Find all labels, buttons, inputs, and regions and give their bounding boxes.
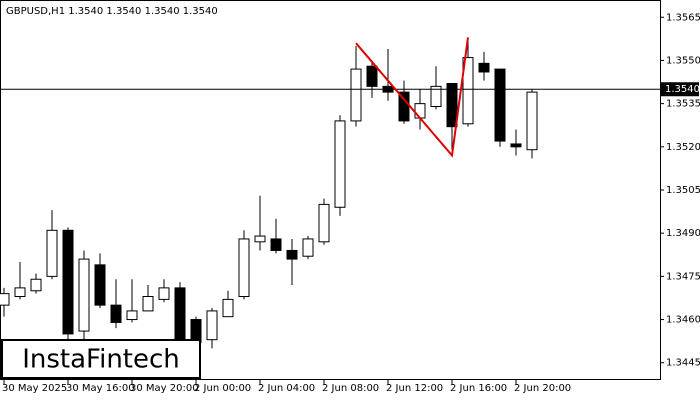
candle-body	[78, 258, 90, 332]
chart-title: GBPUSD,H1 1.3540 1.3540 1.3540 1.3540	[6, 6, 218, 17]
candle-body	[446, 82, 458, 128]
logo: InstaFintech	[22, 345, 180, 375]
candle-body	[526, 91, 538, 151]
candle-body	[206, 310, 218, 341]
candle-body	[174, 287, 186, 341]
candle-body	[142, 296, 154, 312]
candle-body	[94, 264, 106, 306]
price-label-bg	[661, 82, 699, 97]
y-tick-label: 1.3520	[666, 142, 700, 153]
x-tick-label: 2 Jun 12:00	[386, 383, 443, 394]
y-tick-label: 1.3475	[666, 271, 700, 282]
candle-body	[286, 249, 298, 260]
x-tick-label: 2 Jun 16:00	[450, 383, 507, 394]
candle-body	[302, 238, 314, 257]
candle-body	[366, 65, 378, 87]
candle-body	[350, 68, 362, 122]
candle-body	[318, 203, 330, 243]
candle-body	[238, 238, 250, 298]
x-tick-label: 2 Jun 20:00	[514, 383, 571, 394]
candle-body	[30, 278, 42, 292]
candle-body	[126, 310, 138, 321]
y-tick-label: 1.3445	[666, 358, 700, 369]
candle-body	[110, 304, 122, 323]
x-tick-label: 30 May 20:00	[130, 383, 199, 394]
candle-body	[510, 143, 522, 148]
x-tick-label: 2 Jun 04:00	[258, 383, 315, 394]
candle-body	[414, 103, 426, 119]
candle-body	[0, 293, 10, 306]
y-tick-label: 1.3460	[666, 315, 700, 326]
candle-body	[222, 298, 234, 318]
x-tick-label: 2 Jun 00:00	[194, 383, 251, 394]
candle-body	[494, 68, 506, 142]
candle-body	[430, 85, 442, 108]
candle-body	[46, 229, 58, 277]
candle-body	[62, 229, 74, 335]
y-tick-label: 1.3490	[666, 228, 700, 239]
candle-body	[158, 287, 170, 300]
candle-body	[478, 62, 490, 73]
x-tick-label: 2 Jun 08:00	[322, 383, 379, 394]
x-tick-label: 30 May 2025	[2, 383, 67, 394]
candle-body	[334, 120, 346, 208]
plot-frame	[0, 0, 661, 380]
y-tick-label: 1.3505	[666, 185, 700, 196]
candle-body	[462, 57, 474, 125]
y-tick-label: 1.3535	[666, 99, 700, 110]
price-label: 1.3540	[665, 84, 700, 95]
logo-box	[1, 339, 201, 379]
y-tick-label: 1.3565	[666, 12, 700, 23]
x-tick-label: 30 May 16:00	[66, 383, 135, 394]
pattern-line	[355, 37, 469, 158]
candle-body	[14, 287, 26, 298]
y-tick-label: 1.3550	[666, 55, 700, 66]
candle-body	[254, 235, 266, 243]
candle-body	[270, 238, 282, 251]
